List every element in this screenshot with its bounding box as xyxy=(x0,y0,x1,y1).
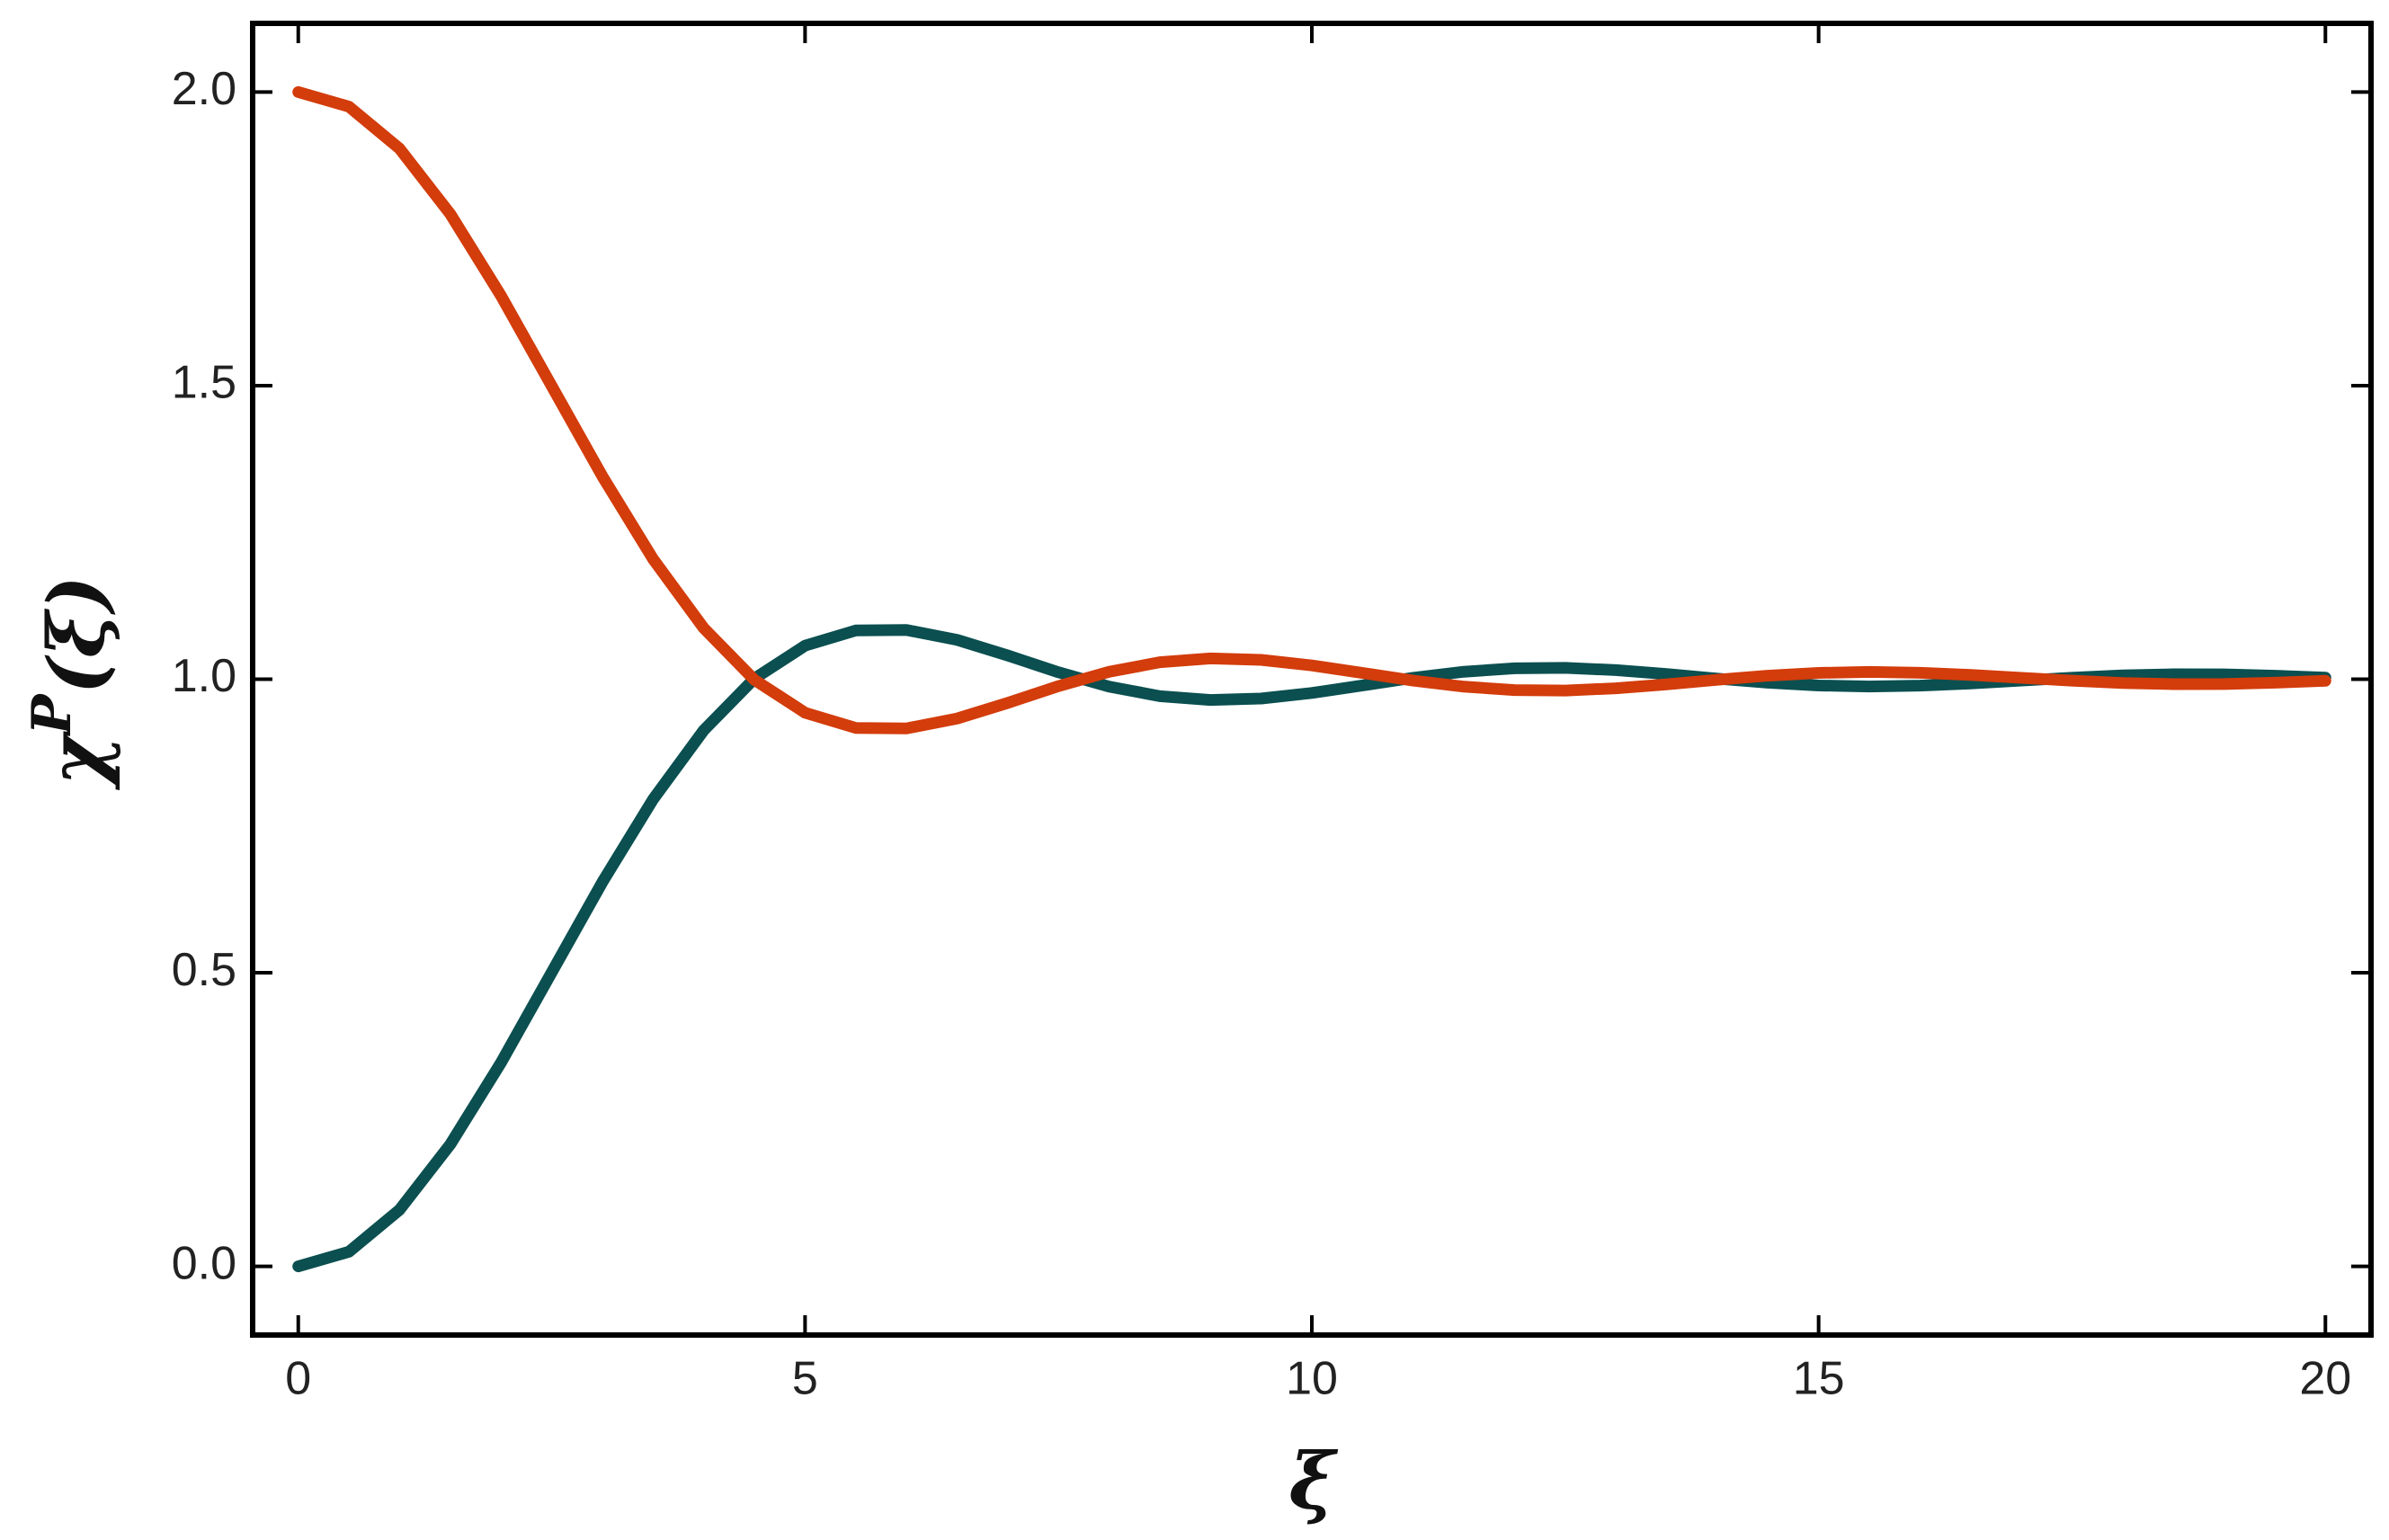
y-axis-label-suffix: (ξ) xyxy=(31,575,122,694)
y-tick-label: 1.5 xyxy=(172,357,236,409)
x-tick-label: 5 xyxy=(792,1353,818,1405)
plot-area xyxy=(292,85,2331,1273)
y-tick-label: 2.0 xyxy=(172,63,236,115)
y-axis-label-superscript: P xyxy=(21,692,84,736)
x-tick-label: 15 xyxy=(1793,1353,1845,1405)
x-tick-label: 10 xyxy=(1286,1353,1338,1405)
line-series xyxy=(292,624,2331,1273)
line-series xyxy=(292,85,2331,734)
y-axis-label-base: χ xyxy=(31,731,122,790)
x-tick-label: 20 xyxy=(2299,1353,2351,1405)
y-axis-label: χP(ξ) xyxy=(21,575,122,790)
plot-frame xyxy=(250,21,2374,1338)
y-tick-label: 0.5 xyxy=(172,944,236,996)
x-axis-label: ξ xyxy=(1289,1437,1339,1527)
x-tick-label: 0 xyxy=(285,1353,311,1405)
y-tick-label: 1.0 xyxy=(172,650,236,702)
y-tick-label: 0.0 xyxy=(172,1237,236,1289)
